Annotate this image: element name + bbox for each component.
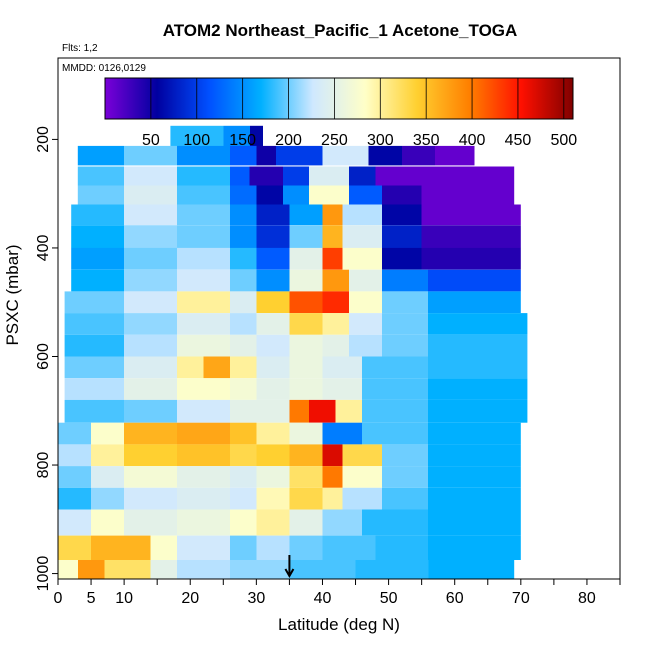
chart-title: ATOM2 Northeast_Pacific_1 Acetone_TOGA xyxy=(163,21,518,40)
pressure-band xyxy=(64,334,528,357)
pressure-band xyxy=(71,204,521,226)
colorbar-tick-label: 50 xyxy=(142,132,160,149)
y-axis-label: PSXC (mbar) xyxy=(3,244,22,345)
pressure-band xyxy=(58,444,521,467)
pressure-band xyxy=(77,145,475,166)
y-axis: 200 400 600 800 1000 xyxy=(35,126,58,591)
pressure-band xyxy=(71,225,521,248)
x-tick-label: 0 xyxy=(54,590,63,607)
heatmap-bands xyxy=(58,125,528,579)
pressure-band xyxy=(58,487,521,510)
pressure-band xyxy=(64,356,528,379)
x-tick-label: 5 xyxy=(87,590,96,607)
x-tick-label: 70 xyxy=(512,590,530,607)
pressure-band xyxy=(58,509,521,536)
marker-arrow-head xyxy=(284,568,295,579)
pressure-band xyxy=(64,378,528,400)
colorbar-tick-label: 450 xyxy=(505,132,532,149)
latitude-marker xyxy=(284,555,295,579)
pressure-band xyxy=(64,399,528,423)
x-tick-label: 40 xyxy=(314,590,332,607)
pressure-band xyxy=(71,269,521,292)
colorbar-tick-label: 150 xyxy=(229,132,256,149)
plot-frame xyxy=(57,57,621,580)
x-tick-label: 80 xyxy=(578,590,596,607)
colorbar-tick-label: 100 xyxy=(183,132,210,149)
pressure-band xyxy=(58,466,521,488)
y-tick-label: 200 xyxy=(35,126,52,153)
colorbar-tick-label: 400 xyxy=(459,132,486,149)
flights-label: Flts: 1,2 xyxy=(62,43,98,54)
x-tick-label: 50 xyxy=(380,590,398,607)
y-tick-label: 400 xyxy=(35,235,52,262)
x-tick-label: 60 xyxy=(446,590,464,607)
x-axis-label: Latitude (deg N) xyxy=(278,615,400,634)
pressure-band xyxy=(64,313,528,335)
y-tick-label: 800 xyxy=(35,452,52,479)
pressure-band xyxy=(77,185,515,205)
pressure-band xyxy=(170,125,263,148)
pressure-band xyxy=(58,422,521,445)
x-tick-label: 20 xyxy=(181,590,199,607)
colorbar: 50 100 150 200 250 300 350 400 450 500 xyxy=(104,77,577,149)
colorbar-tick-label: 250 xyxy=(321,132,348,149)
x-tick-label: 10 xyxy=(115,590,133,607)
pressure-band xyxy=(77,166,515,186)
x-tick-label: 30 xyxy=(247,590,265,607)
colorbar-tick-label: 300 xyxy=(367,132,394,149)
pressure-band xyxy=(71,247,521,270)
pressure-band xyxy=(64,291,521,314)
y-tick-label: 600 xyxy=(35,343,52,370)
colorbar-tick-label: 350 xyxy=(413,132,440,149)
colorbar-gradient xyxy=(104,77,574,120)
y-tick-label: 1000 xyxy=(35,556,52,592)
colorbar-tick-label: 500 xyxy=(550,132,577,149)
x-axis: 0 5 10 20 30 40 50 60 70 80 xyxy=(54,579,621,607)
colorbar-tick-label: 200 xyxy=(275,132,302,149)
dates-label: MMDD: 0126,0129 xyxy=(62,63,146,74)
